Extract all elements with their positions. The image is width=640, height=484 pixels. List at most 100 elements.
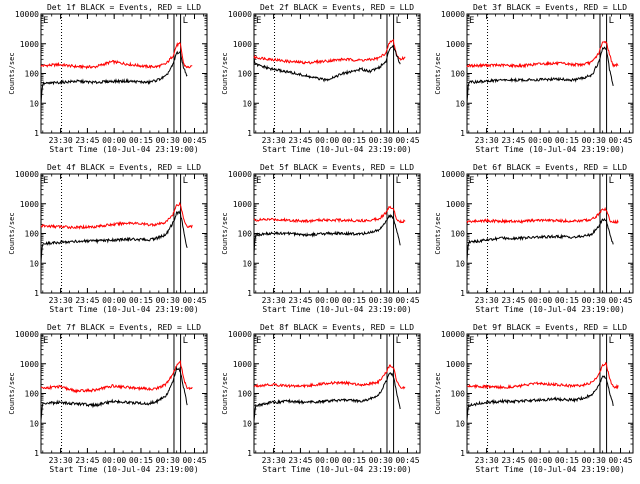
plot-frame: [40, 13, 208, 134]
y-tick-label: 1000: [446, 200, 465, 209]
y-tick-label: 10: [29, 99, 39, 108]
corner-mark-e: E: [256, 176, 261, 186]
events-series-line: [466, 375, 614, 422]
x-tick-label: 00:15: [555, 136, 579, 145]
x-tick-label: 00:15: [342, 456, 366, 465]
events-series-line: [40, 366, 188, 421]
x-tick-label: 00:45: [395, 296, 419, 305]
y-axis-label: Counts/sec: [8, 212, 16, 254]
x-axis-label: Start Time (10-Jul-04 23:19:00): [475, 145, 624, 154]
x-tick-label: 23:30: [49, 136, 73, 145]
x-tick-label: 23:45: [288, 456, 312, 465]
y-axis-label: Counts/sec: [434, 212, 442, 254]
y-tick-label: 1: [34, 449, 39, 458]
x-tick-label: 23:45: [75, 136, 99, 145]
y-tick-label: 10000: [228, 330, 252, 339]
x-tick-label: 00:15: [129, 136, 153, 145]
x-tick-label: 00:45: [182, 456, 206, 465]
x-tick-label: 00:30: [582, 296, 606, 305]
x-tick-label: 23:45: [501, 456, 525, 465]
events-series-line: [253, 45, 401, 83]
x-tick-label: 00:00: [528, 456, 552, 465]
corner-mark-l: L: [396, 336, 401, 346]
x-tick-label: 23:30: [475, 456, 499, 465]
corner-mark-e: E: [256, 16, 261, 26]
y-tick-label: 100: [451, 390, 466, 399]
x-tick-label: 00:30: [369, 136, 393, 145]
y-tick-label: 10: [455, 259, 465, 268]
chart-title: Det 3f BLACK = Events, RED = LLD: [473, 3, 627, 12]
x-axis-label: Start Time (10-Jul-04 23:19:00): [49, 305, 198, 314]
x-tick-label: 00:15: [555, 456, 579, 465]
lld-series-line: [253, 364, 406, 390]
y-tick-label: 1: [460, 289, 465, 298]
x-tick-label: 00:00: [102, 456, 126, 465]
x-axis-label: Start Time (10-Jul-04 23:19:00): [475, 305, 624, 314]
x-tick-label: 00:45: [395, 456, 419, 465]
chart-panel-6: Det 6f BLACK = Events, RED = LLD 1 10 100 10…: [434, 163, 634, 314]
y-tick-label: 100: [25, 230, 40, 239]
y-tick-label: 1000: [20, 360, 39, 369]
x-tick-label: 00:15: [342, 296, 366, 305]
y-tick-label: 10000: [228, 170, 252, 179]
x-tick-label: 00:00: [315, 136, 339, 145]
chart-panel-1: Det 1f BLACK = Events, RED = LLD 1 10 100 10…: [8, 3, 208, 154]
y-tick-label: 1: [247, 289, 252, 298]
y-tick-label: 1000: [446, 40, 465, 49]
chart-panel-2: Det 2f BLACK = Events, RED = LLD 1 10 100 10…: [221, 3, 421, 154]
plot-frame: [253, 333, 421, 454]
corner-mark-l: L: [183, 176, 188, 186]
y-tick-label: 10: [455, 99, 465, 108]
events-series-line: [40, 50, 188, 106]
x-tick-label: 00:30: [369, 296, 393, 305]
x-tick-label: 00:00: [528, 136, 552, 145]
plot-frame: [466, 13, 634, 134]
x-tick-label: 00:00: [315, 456, 339, 465]
y-axis-label: Counts/sec: [8, 372, 16, 414]
x-tick-label: 23:30: [49, 456, 73, 465]
x-tick-label: 00:45: [182, 296, 206, 305]
y-axis-label: Counts/sec: [434, 372, 442, 414]
corner-mark-l: L: [396, 16, 401, 26]
y-axis-label: Counts/sec: [434, 52, 442, 94]
x-tick-label: 00:30: [156, 456, 180, 465]
chart-panel-8: Det 8f BLACK = Events, RED = LLD 1 10 100 10…: [221, 323, 421, 474]
chart-title: Det 4f BLACK = Events, RED = LLD: [47, 163, 201, 172]
chart-panel-5: Det 5f BLACK = Events, RED = LLD 1 10 100 10…: [221, 163, 421, 314]
events-series-line: [253, 372, 401, 422]
plot-frame: [466, 333, 634, 454]
y-tick-label: 1000: [233, 200, 252, 209]
y-tick-label: 100: [238, 390, 253, 399]
corner-mark-e: E: [43, 336, 48, 346]
x-tick-label: 23:45: [75, 456, 99, 465]
y-tick-label: 1000: [233, 360, 252, 369]
lld-series-line: [40, 360, 193, 394]
y-axis-label: Counts/sec: [8, 52, 16, 94]
x-tick-label: 00:45: [608, 296, 632, 305]
y-axis-label: Counts/sec: [221, 372, 229, 414]
y-tick-label: 10000: [441, 170, 465, 179]
x-tick-label: 00:30: [156, 296, 180, 305]
corner-mark-e: E: [43, 16, 48, 26]
lld-series-line: [466, 361, 619, 390]
x-tick-label: 00:30: [369, 456, 393, 465]
x-axis-label: Start Time (10-Jul-04 23:19:00): [262, 465, 411, 474]
x-tick-label: 23:45: [288, 136, 312, 145]
x-tick-label: 23:30: [475, 136, 499, 145]
x-tick-label: 23:30: [262, 296, 286, 305]
x-tick-label: 00:15: [342, 136, 366, 145]
x-tick-label: 23:45: [75, 296, 99, 305]
corner-mark-e: E: [469, 176, 474, 186]
x-tick-label: 00:15: [129, 456, 153, 465]
y-tick-label: 1: [460, 449, 465, 458]
y-tick-label: 1: [247, 129, 252, 138]
y-tick-label: 1: [34, 129, 39, 138]
chart-panel-7: Det 7f BLACK = Events, RED = LLD 1 10 100 10…: [8, 323, 208, 474]
x-tick-label: 23:45: [288, 296, 312, 305]
y-tick-label: 10000: [441, 10, 465, 19]
x-tick-label: 00:15: [129, 296, 153, 305]
corner-mark-l: L: [396, 176, 401, 186]
y-tick-label: 10000: [228, 10, 252, 19]
